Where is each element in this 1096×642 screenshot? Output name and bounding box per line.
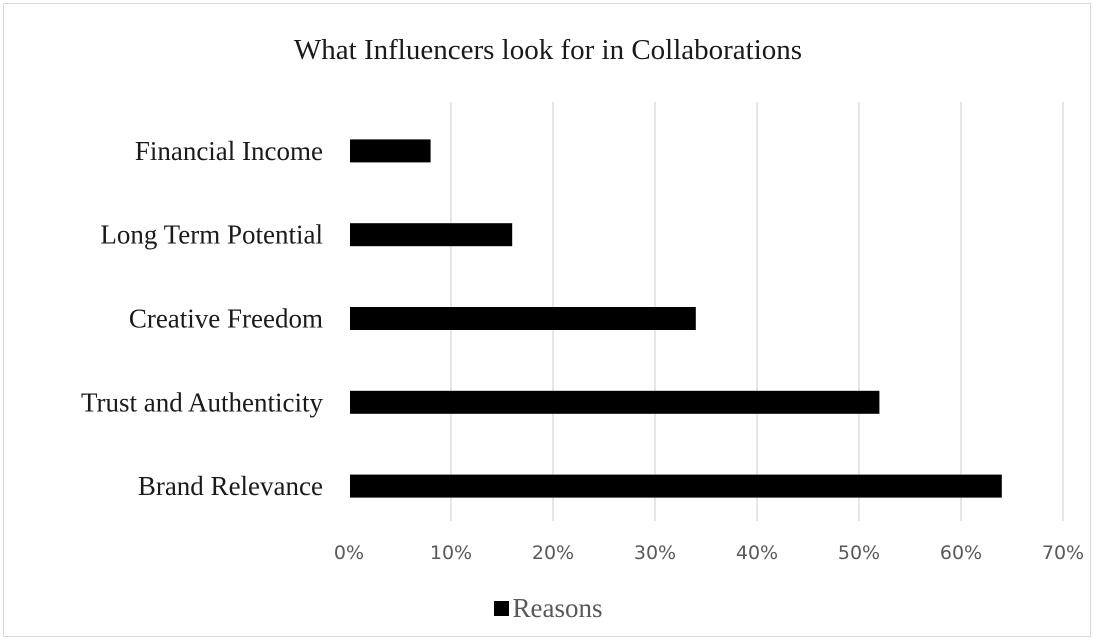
category-label: Financial Income [135,136,323,166]
x-tick-label: 10% [430,542,472,564]
bar-trust-and-authenticity [350,390,880,414]
category-label: Brand Relevance [138,471,323,501]
x-tick-label: 60% [940,542,982,564]
chart-title: What Influencers look for in Collaborati… [293,34,803,66]
legend: Reasons [0,590,1096,626]
category-label: Creative Freedom [129,304,323,334]
category-label: Trust and Authenticity [81,387,324,417]
x-tick-label: 50% [838,542,880,564]
legend-swatch-reasons [493,601,509,617]
bar-creative-freedom [350,307,696,330]
x-tick-label: 70% [1042,542,1084,564]
x-tick-label: 20% [532,542,574,564]
bar-brand-relevance [350,474,1002,498]
bar-long-term-potential [350,223,513,247]
x-tick-label: 0% [334,542,364,564]
legend-label-reasons: Reasons [512,593,603,623]
bar-financial-income [350,139,431,163]
category-label: Long Term Potential [100,220,323,250]
x-tick-label: 40% [736,542,778,564]
x-tick-label: 30% [634,542,676,564]
